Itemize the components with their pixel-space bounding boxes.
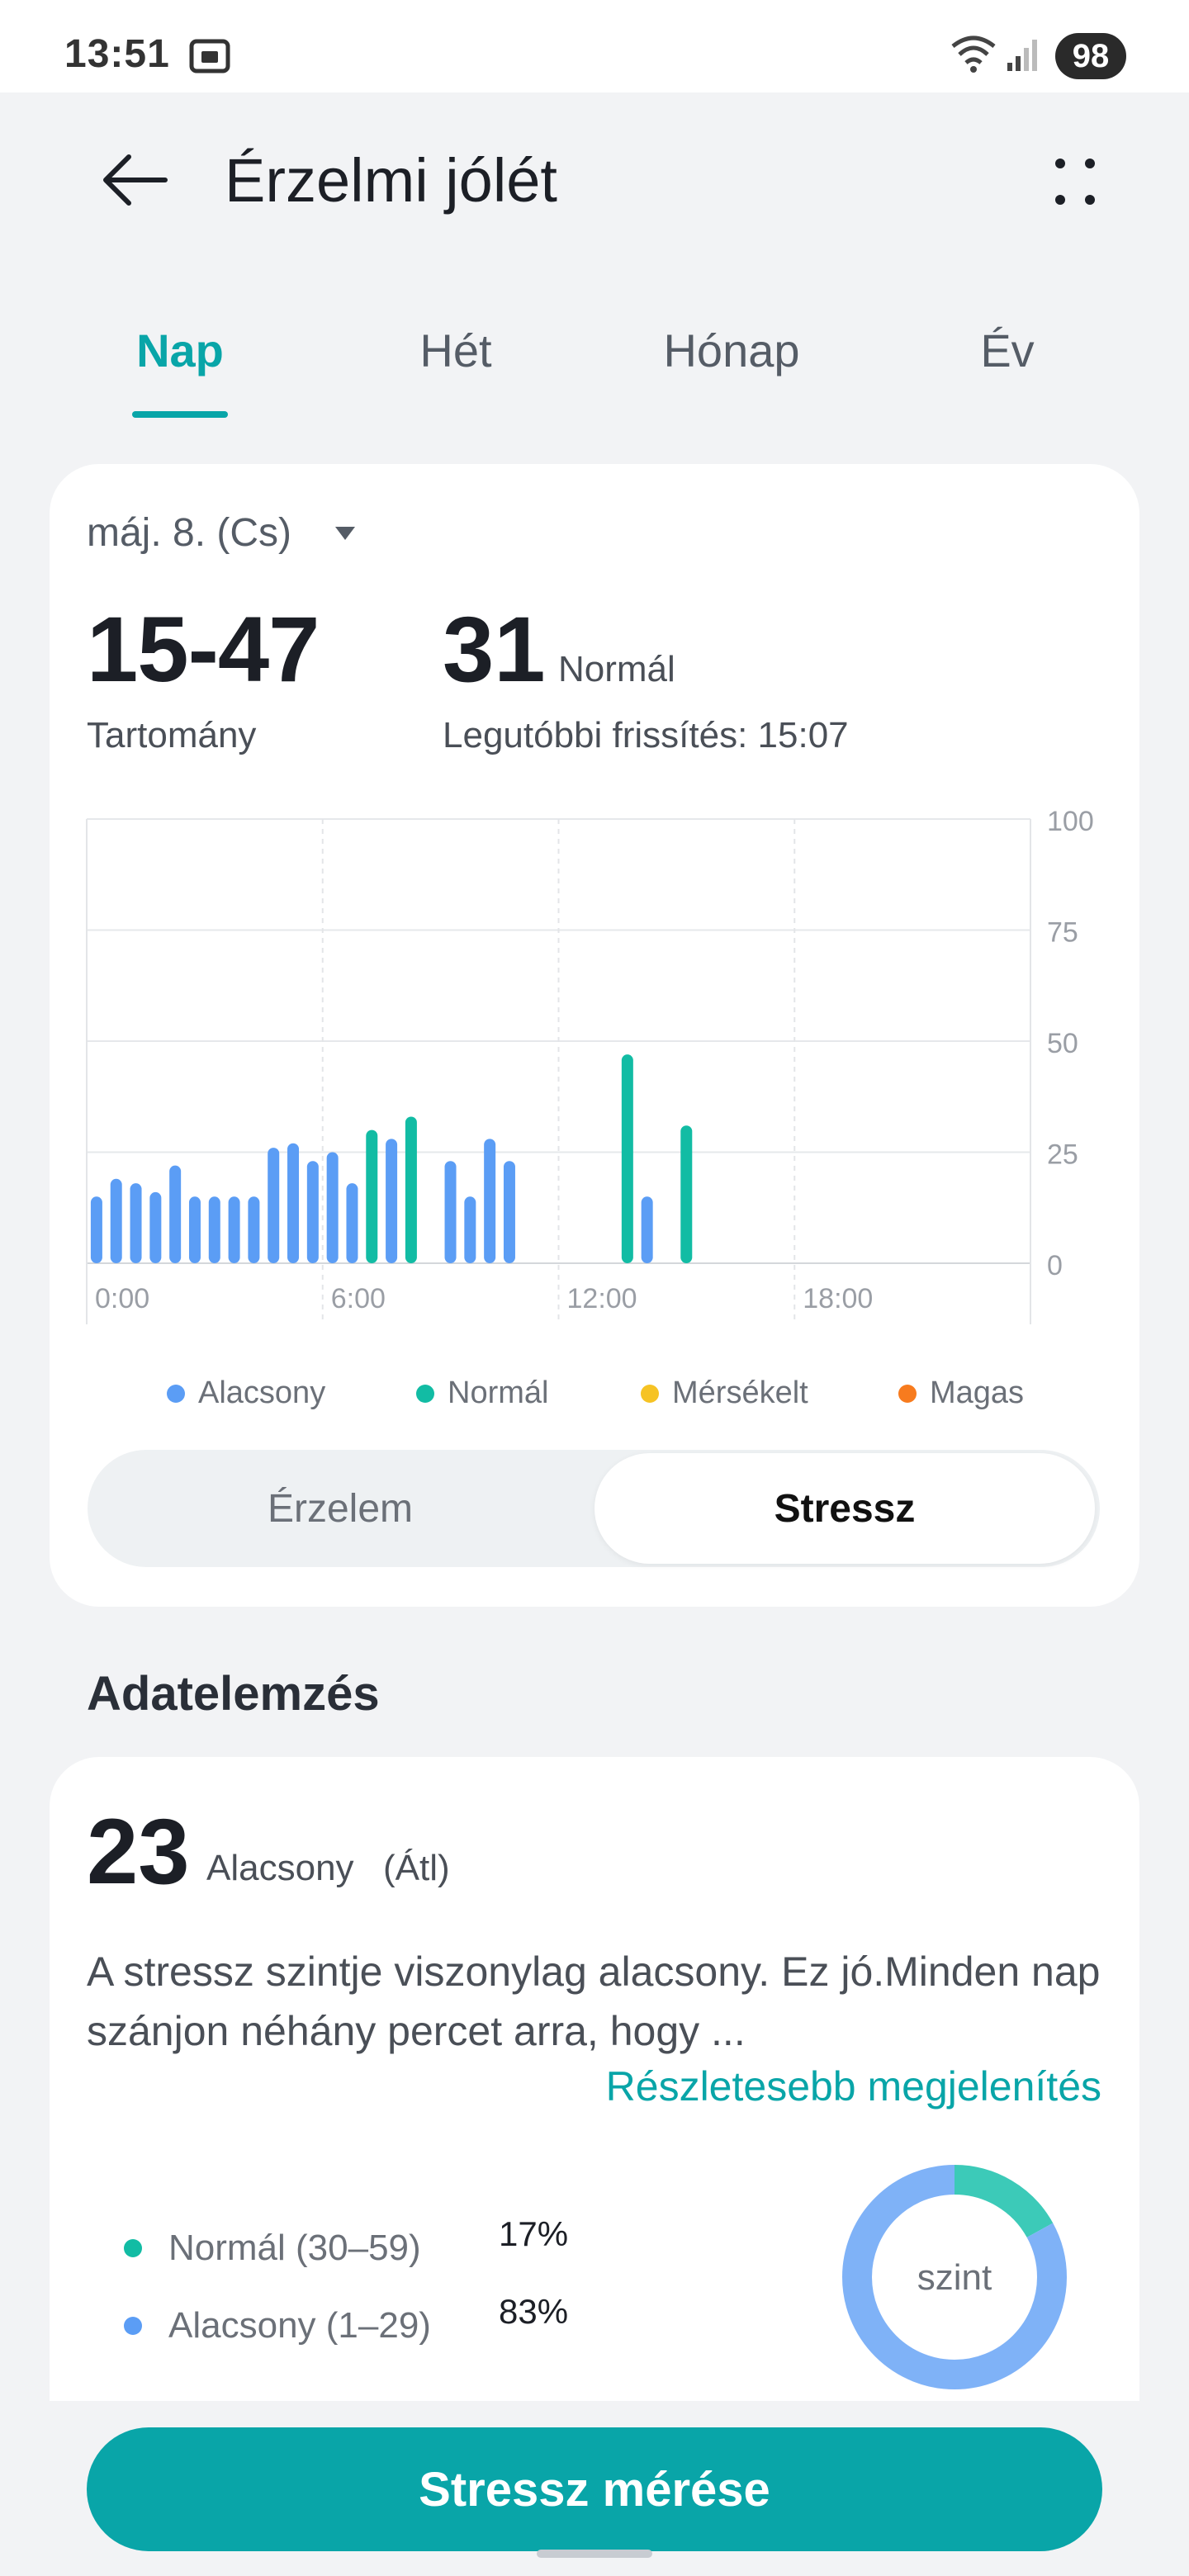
legend-dot-high bbox=[898, 1384, 917, 1403]
donut-center-label: szint bbox=[917, 2257, 992, 2298]
legend-dot-low bbox=[167, 1384, 185, 1403]
bar-alacsony bbox=[386, 1139, 398, 1263]
bar-alacsony bbox=[90, 1196, 102, 1263]
legend-high: Magas bbox=[898, 1376, 1024, 1411]
latest-update: Legutóbbi frissítés: 15:07 bbox=[443, 715, 849, 755]
x-tick-label: 6:00 bbox=[331, 1283, 386, 1314]
range-value: 15-47 bbox=[87, 598, 320, 701]
y-tick-label: 50 bbox=[1047, 1028, 1078, 1059]
tab-year[interactable]: Év bbox=[980, 324, 1035, 376]
analysis-section-title: Adatelemzés bbox=[87, 1667, 380, 1721]
range-label: Tartomány bbox=[87, 715, 257, 755]
distribution-low-label: Alacsony (1–29) bbox=[168, 2305, 431, 2346]
donut-segment-low bbox=[842, 2165, 1067, 2389]
more-options-icon[interactable] bbox=[1042, 149, 1108, 215]
stress-summary-card bbox=[50, 464, 1139, 1607]
bar-alacsony bbox=[208, 1196, 220, 1263]
stress-chart[interactable]: 0 25 50 75 100 0:00 6:00 12:00 18:00 bbox=[66, 784, 1123, 1329]
bar-alacsony bbox=[149, 1191, 162, 1263]
metric-toggle: Érzelem Stressz bbox=[88, 1450, 1100, 1567]
distribution-low: Alacsony (1–29) bbox=[124, 2305, 431, 2346]
legend-dot-moderate bbox=[641, 1384, 659, 1403]
battery-indicator: 98 bbox=[1055, 33, 1126, 79]
average-value: 23 bbox=[87, 1800, 190, 1903]
active-tab-indicator bbox=[132, 411, 228, 418]
legend-moderate-label: Mérsékelt bbox=[672, 1376, 808, 1410]
status-time: 13:51 bbox=[64, 32, 170, 76]
legend-normal: Normál bbox=[416, 1376, 548, 1411]
distribution-dot-normal bbox=[124, 2239, 142, 2257]
x-tick-label: 0:00 bbox=[95, 1283, 149, 1314]
legend-normal-label: Normál bbox=[448, 1376, 549, 1410]
bar-alacsony bbox=[130, 1183, 142, 1263]
date-selector[interactable]: máj. 8. (Cs) bbox=[87, 511, 292, 555]
average-label: (Átl) bbox=[383, 1848, 450, 1888]
x-tick-label: 12:00 bbox=[567, 1283, 637, 1314]
tab-month[interactable]: Hónap bbox=[663, 324, 800, 376]
distribution-normal: Normál (30–59) bbox=[124, 2228, 421, 2269]
y-tick-label: 100 bbox=[1047, 806, 1094, 837]
tab-day[interactable]: Nap bbox=[136, 324, 224, 376]
bar-normál bbox=[366, 1129, 378, 1263]
bar-alacsony bbox=[503, 1161, 515, 1263]
distribution-dot-low bbox=[124, 2317, 142, 2335]
bar-alacsony bbox=[326, 1152, 339, 1263]
measure-stress-button[interactable]: Stressz mérése bbox=[87, 2427, 1102, 2551]
bar-alacsony bbox=[464, 1196, 476, 1263]
legend-dot-normal bbox=[416, 1384, 434, 1403]
bar-alacsony bbox=[110, 1178, 122, 1263]
latest-value: 31 bbox=[443, 598, 546, 701]
legend-low-label: Alacsony bbox=[198, 1376, 326, 1410]
bar-alacsony bbox=[228, 1196, 240, 1263]
bar-normál bbox=[621, 1054, 633, 1263]
bar-alacsony bbox=[248, 1196, 260, 1263]
legend-low: Alacsony bbox=[167, 1376, 325, 1411]
y-tick-label: 75 bbox=[1047, 917, 1078, 949]
legend-high-label: Magas bbox=[930, 1376, 1025, 1410]
signal-icon bbox=[1007, 40, 1037, 71]
bar-alacsony bbox=[346, 1183, 358, 1263]
bar-alacsony bbox=[188, 1196, 201, 1263]
tab-week[interactable]: Hét bbox=[419, 324, 492, 376]
caret-down-icon[interactable] bbox=[332, 523, 358, 543]
bar-alacsony bbox=[444, 1161, 457, 1263]
distribution-normal-label: Normál (30–59) bbox=[168, 2228, 421, 2268]
distribution-normal-percent: 17% bbox=[499, 2214, 569, 2253]
page-title: Érzelmi jólét bbox=[225, 146, 557, 215]
bar-alacsony bbox=[641, 1196, 653, 1263]
wifi-icon bbox=[951, 36, 996, 73]
y-tick-label: 0 bbox=[1047, 1250, 1063, 1281]
distribution-low-percent: 83% bbox=[499, 2292, 569, 2331]
y-tick-label: 25 bbox=[1047, 1139, 1078, 1171]
bar-alacsony bbox=[306, 1161, 319, 1263]
toggle-stress[interactable]: Stressz bbox=[594, 1453, 1095, 1564]
analysis-description: A stressz szintje viszonylag alacsony. E… bbox=[87, 1949, 1101, 2054]
x-tick-label: 18:00 bbox=[803, 1283, 873, 1314]
screenshot-icon bbox=[189, 39, 230, 73]
bar-alacsony bbox=[484, 1139, 496, 1263]
latest-status: Normál bbox=[558, 649, 675, 689]
bar-alacsony bbox=[169, 1165, 182, 1263]
show-more-link[interactable]: Részletesebb megjelenítés bbox=[605, 2063, 1101, 2110]
bar-alacsony bbox=[268, 1148, 280, 1263]
bar-alacsony bbox=[287, 1143, 300, 1263]
stress-level-donut bbox=[842, 2165, 1067, 2389]
bar-normál bbox=[680, 1125, 693, 1263]
toggle-emotion[interactable]: Érzelem bbox=[267, 1486, 414, 1531]
status-bar: 13:51 98 bbox=[0, 0, 1189, 92]
bar-normál bbox=[405, 1116, 417, 1263]
legend-moderate: Mérsékelt bbox=[641, 1376, 808, 1411]
home-indicator bbox=[537, 2550, 652, 2558]
back-arrow-icon[interactable] bbox=[97, 147, 172, 213]
average-status: Alacsony bbox=[206, 1848, 354, 1888]
